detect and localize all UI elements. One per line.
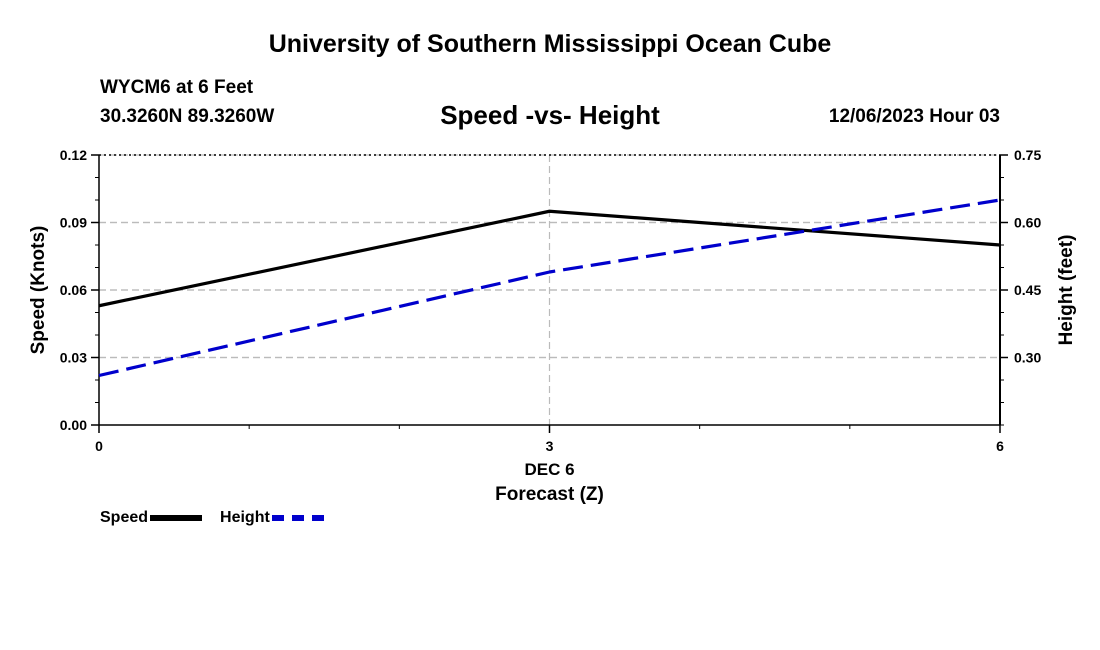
y-left-tick-label-0.06: 0.06 (60, 282, 87, 298)
y-right-tick-label-0.75: 0.75 (1014, 147, 1041, 163)
x-sublabel: DEC 6 (524, 460, 574, 479)
x-axis-label: Forecast (Z) (495, 484, 604, 505)
series-height-line (98, 198, 1001, 378)
x-tick-label-3: 3 (546, 438, 554, 454)
legend-speed-label: Speed (100, 509, 149, 526)
y-right-tick-label-0.45: 0.45 (1014, 282, 1041, 298)
station-label: WYCM6 at 6 Feet (100, 77, 254, 98)
y-right-tick-label-0.60: 0.60 (1014, 215, 1041, 231)
y-left-tick-label-0.09: 0.09 (60, 215, 87, 231)
legend: Speed Height (100, 509, 324, 527)
y-left-tick-label-0.03: 0.03 (60, 350, 87, 366)
y-right-tick-label-0.30: 0.30 (1014, 350, 1041, 366)
legend-height-label: Height (220, 509, 270, 526)
y-axis-right-label: Height (feet) (1056, 235, 1077, 346)
legend-speed-swatch (150, 515, 203, 521)
legend-height-swatch (271, 515, 324, 521)
y-left-tick-label-0.00: 0.00 (60, 417, 87, 433)
y-left-tick-label-0.12: 0.12 (60, 147, 87, 163)
datetime-label: 12/06/2023 Hour 03 (828, 106, 1000, 127)
coordinates-label: 30.3260N 89.3260W (100, 106, 275, 127)
y-axis-left-label: Speed (Knots) (28, 226, 49, 355)
chart-subtitle: Speed -vs- Height (440, 100, 660, 130)
x-tick-label-0: 0 (95, 438, 103, 454)
x-tick-label-6: 6 (996, 438, 1004, 454)
page-title: University of Southern Mississippi Ocean… (268, 30, 832, 58)
series-speed-line (98, 209, 1001, 308)
